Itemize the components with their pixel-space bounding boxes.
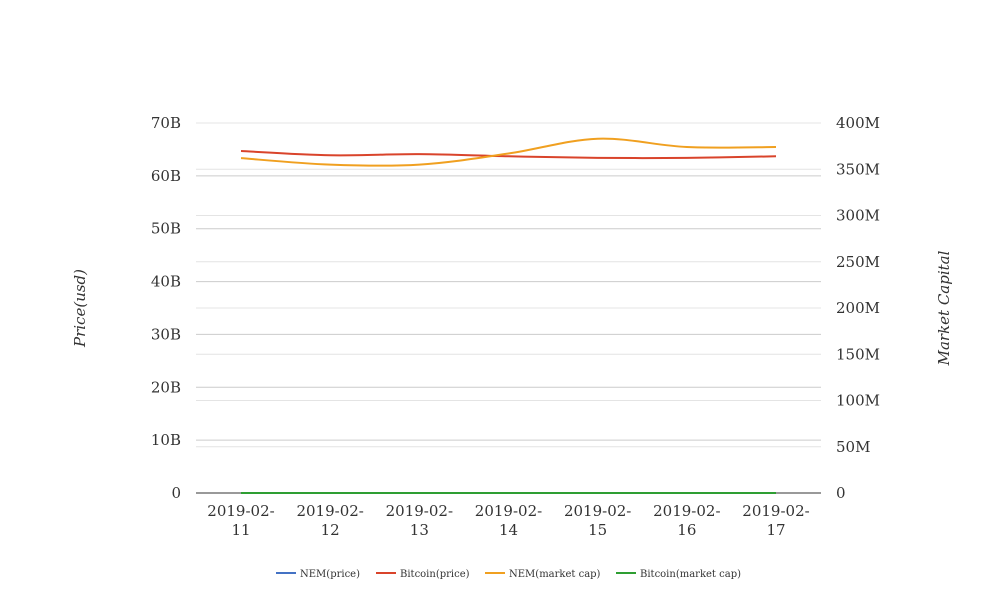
right-axis-ticks: 0 50M 100M 150M 200M 250M 300M 350M 400M bbox=[836, 114, 880, 502]
legend-label-bitcoin-price: Bitcoin(price) bbox=[400, 569, 470, 580]
left-tick-label: 10B bbox=[151, 431, 181, 449]
grid-lines bbox=[196, 122, 821, 448]
series-line-nem-market-cap bbox=[240, 137, 777, 167]
right-tick-label: 0 bbox=[836, 484, 846, 502]
series-lines bbox=[240, 137, 777, 495]
right-axis-title: Market Capital bbox=[935, 250, 953, 366]
left-axis-ticks: 0 10B 20B 30B 40B 50B 60B 70B bbox=[151, 114, 181, 502]
right-tick-label: 150M bbox=[836, 345, 880, 363]
right-tick-label: 400M bbox=[836, 114, 880, 132]
legend-label-bitcoin-market-cap: Bitcoin(market cap) bbox=[640, 569, 741, 580]
legend-label-nem-price: NEM(price) bbox=[300, 569, 360, 580]
x-tick-label: 2019-02-12 bbox=[296, 502, 363, 539]
x-tick-label: 2019-02-17 bbox=[742, 502, 809, 539]
x-axis-ticks: 2019-02-11 2019-02-12 2019-02-13 2019-02-14… bbox=[207, 502, 809, 539]
legend-label-nem-market-cap: NEM(market cap) bbox=[509, 569, 601, 580]
left-tick-label: 30B bbox=[151, 325, 181, 343]
x-tick-label: 2019-02-16 bbox=[653, 502, 720, 539]
left-tick-label: 70B bbox=[151, 114, 181, 132]
left-tick-label: 20B bbox=[151, 378, 181, 396]
x-tick-label: 2019-02-11 bbox=[207, 502, 274, 539]
right-tick-label: 300M bbox=[836, 207, 880, 225]
left-axis-title: Price(usd) bbox=[71, 269, 89, 348]
right-tick-label: 200M bbox=[836, 299, 880, 317]
right-tick-label: 50M bbox=[836, 438, 870, 456]
left-tick-label: 60B bbox=[151, 167, 181, 185]
left-tick-label: 0 bbox=[171, 484, 181, 502]
series-line-bitcoin-price bbox=[240, 150, 777, 160]
right-tick-label: 250M bbox=[836, 253, 880, 271]
x-tick-label: 2019-02-13 bbox=[386, 502, 453, 539]
left-tick-label: 40B bbox=[151, 273, 181, 291]
left-tick-label: 50B bbox=[151, 220, 181, 238]
legend: NEM(price) Bitcoin(price) NEM(market cap) B… bbox=[276, 569, 741, 580]
right-tick-label: 100M bbox=[836, 392, 880, 410]
x-tick-label: 2019-02-15 bbox=[564, 502, 631, 539]
right-tick-label: 350M bbox=[836, 160, 880, 178]
x-tick-label: 2019-02-14 bbox=[475, 502, 542, 539]
